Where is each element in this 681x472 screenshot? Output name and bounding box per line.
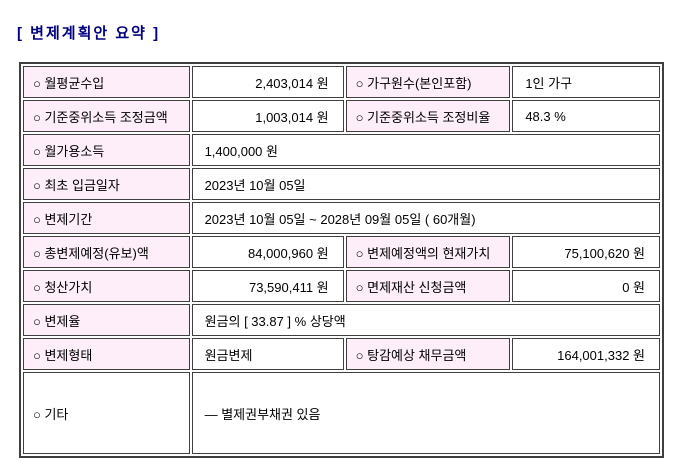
value-first-deposit-date: 2023년 10월 05일 (191, 168, 660, 200)
value-monthly-average-income: 2,403,014 원 (191, 66, 344, 98)
table-row: ○ 기타 ― 별제권부채권 있음 (23, 372, 660, 454)
label-median-income-adjustment-ratio: ○ 기준중위소득 조정비율 (345, 100, 511, 132)
label-exempt-property-amount: ○ 면제재산 신청금액 (345, 270, 511, 302)
value-other: ― 별제권부채권 있음 (191, 372, 660, 454)
table-row: ○ 월가용소득 1,400,000 원 (23, 134, 660, 166)
value-median-income-adjustment-ratio: 48.3 % (512, 100, 660, 132)
value-liquidation-value: 73,590,411 원 (191, 270, 344, 302)
label-first-deposit-date: ○ 최초 입금일자 (23, 168, 190, 200)
table-row: ○ 청산가치 73,590,411 원 ○ 면제재산 신청금액 0 원 (23, 270, 660, 302)
table-row: ○ 변제형태 원금변제 ○ 탕감예상 채무금액 164,001,332 원 (23, 338, 660, 370)
value-repayment-period: 2023년 10월 05일 ~ 2028년 09월 05일 ( 60개월) (191, 202, 660, 234)
value-median-income-adjusted-amount: 1,003,014 원 (191, 100, 344, 132)
value-monthly-disposable-income: 1,400,000 원 (191, 134, 660, 166)
label-present-value-of-repayment: ○ 변제예정액의 현재가치 (345, 236, 511, 268)
label-monthly-disposable-income: ○ 월가용소득 (23, 134, 190, 166)
value-household-members: 1인 가구 (512, 66, 660, 98)
value-repayment-type: 원금변제 (191, 338, 344, 370)
page-title: [ 변제계획안 요약 ] (17, 25, 161, 42)
label-monthly-average-income: ○ 월평균수입 (23, 66, 190, 98)
value-exempt-property-amount: 0 원 (512, 270, 660, 302)
label-total-expected-repayment: ○ 총변제예정(유보)액 (23, 236, 190, 268)
table-row: ○ 월평균수입 2,403,014 원 ○ 가구원수(본인포함) 1인 가구 (23, 66, 660, 98)
label-repayment-type: ○ 변제형태 (23, 338, 190, 370)
value-present-value-of-repayment: 75,100,620 원 (512, 236, 660, 268)
table-row: ○ 총변제예정(유보)액 84,000,960 원 ○ 변제예정액의 현재가치 … (23, 236, 660, 268)
label-household-members: ○ 가구원수(본인포함) (345, 66, 511, 98)
value-total-expected-repayment: 84,000,960 원 (191, 236, 344, 268)
value-repayment-rate: 원금의 [ 33.87 ] % 상당액 (191, 304, 660, 336)
table-row: ○ 최초 입금일자 2023년 10월 05일 (23, 168, 660, 200)
repayment-plan-summary-table: ○ 월평균수입 2,403,014 원 ○ 가구원수(본인포함) 1인 가구 ○… (19, 62, 664, 458)
table-row: ○ 기준중위소득 조정금액 1,003,014 원 ○ 기준중위소득 조정비율 … (23, 100, 660, 132)
value-expected-debt-reduction: 164,001,332 원 (512, 338, 660, 370)
label-repayment-rate: ○ 변제율 (23, 304, 190, 336)
table-row: ○ 변제기간 2023년 10월 05일 ~ 2028년 09월 05일 ( 6… (23, 202, 660, 234)
label-repayment-period: ○ 변제기간 (23, 202, 190, 234)
label-liquidation-value: ○ 청산가치 (23, 270, 190, 302)
label-other: ○ 기타 (23, 372, 190, 454)
table-row: ○ 변제율 원금의 [ 33.87 ] % 상당액 (23, 304, 660, 336)
label-expected-debt-reduction: ○ 탕감예상 채무금액 (345, 338, 511, 370)
label-median-income-adjusted-amount: ○ 기준중위소득 조정금액 (23, 100, 190, 132)
